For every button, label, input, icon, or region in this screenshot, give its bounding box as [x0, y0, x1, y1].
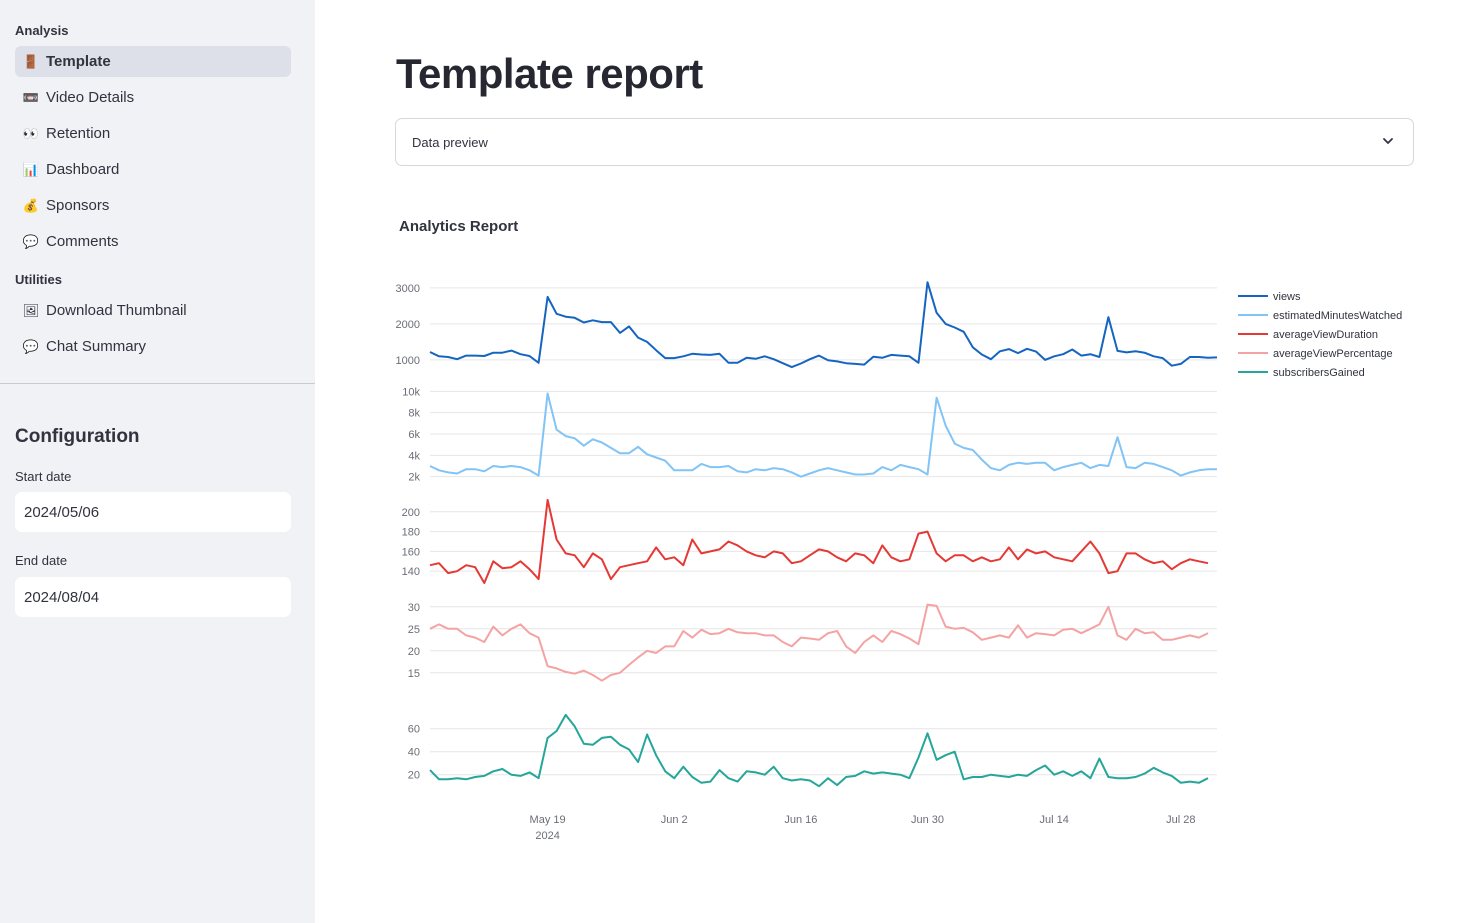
expander-label: Data preview	[412, 134, 488, 150]
sidebar-item-label: Comments	[46, 233, 119, 250]
configuration-heading: Configuration	[15, 426, 140, 447]
legend-label: views	[1273, 291, 1301, 303]
utilities-section-label: Utilities	[15, 272, 62, 287]
sidebar-item-chat-summary[interactable]: 💬 Chat Summary	[15, 331, 291, 362]
sidebar-item-template[interactable]: 🚪 Template	[15, 46, 291, 77]
eyes-icon: 👀	[22, 125, 40, 141]
chart-title: Analytics Report	[399, 218, 519, 235]
sidebar-item-label: Template	[46, 53, 111, 70]
y-tick-label: 8k	[408, 408, 420, 420]
y-tick-label: 200	[402, 507, 420, 519]
speech-balloon-icon: 💬	[22, 338, 40, 354]
sidebar-item-label: Video Details	[46, 89, 135, 106]
framed-picture-icon: 🖼	[22, 302, 40, 318]
sidebar-item-label: Chat Summary	[46, 338, 147, 355]
sidebar-item-label: Retention	[46, 125, 111, 142]
chevron-down-icon	[1381, 134, 1395, 151]
bar-chart-icon: 📊	[22, 161, 40, 177]
sidebar-divider	[0, 383, 315, 384]
y-tick-label: 10k	[402, 386, 420, 398]
y-tick-label: 6k	[408, 429, 420, 441]
y-tick-label: 2000	[396, 319, 420, 331]
sidebar-item-retention[interactable]: 👀 Retention	[15, 118, 291, 149]
y-tick-label: 40	[408, 747, 420, 759]
analysis-section-label: Analysis	[15, 23, 69, 38]
sidebar-item-label: Dashboard	[46, 161, 120, 178]
x-tick-label: Jun 2	[661, 814, 688, 826]
legend-label: averageViewDuration	[1273, 329, 1378, 341]
y-tick-label: 160	[402, 546, 420, 558]
sidebar-item-label: Sponsors	[46, 197, 110, 214]
sidebar: Analysis 🚪 Template 📼 Video Details 👀 Re…	[0, 0, 315, 923]
series-line-estimatedMinutesWatched	[429, 392, 1217, 478]
series-line-averageViewDuration	[429, 498, 1209, 584]
series-line-views	[429, 281, 1218, 369]
y-tick-label: 3000	[396, 283, 420, 295]
y-tick-label: 4k	[408, 450, 420, 462]
end-date-label: End date	[15, 553, 68, 568]
y-tick-label: 30	[408, 602, 420, 614]
sidebar-item-sponsors[interactable]: 💰 Sponsors	[15, 190, 291, 221]
y-tick-label: 20	[408, 646, 420, 658]
y-tick-label: 180	[402, 527, 420, 539]
page-title: Template report	[396, 50, 703, 97]
data-preview-expander[interactable]: Data preview	[395, 118, 1414, 166]
y-tick-label: 20	[408, 770, 420, 782]
sidebar-item-label: Download Thumbnail	[46, 302, 187, 319]
x-year-label: 2024	[535, 830, 559, 842]
legend-label: averageViewPercentage	[1273, 348, 1393, 360]
door-icon: 🚪	[22, 53, 40, 69]
x-tick-label: Jul 14	[1039, 814, 1068, 826]
x-tick-label: Jun 30	[911, 814, 944, 826]
legend-label: subscribersGained	[1273, 367, 1365, 379]
speech-balloon-icon: 💬	[22, 233, 40, 249]
sidebar-item-comments[interactable]: 💬 Comments	[15, 226, 291, 257]
y-tick-label: 60	[408, 724, 420, 736]
end-date-input[interactable]	[15, 577, 291, 617]
money-bag-icon: 💰	[22, 197, 40, 213]
legend-label: estimatedMinutesWatched	[1273, 310, 1402, 322]
y-tick-label: 140	[402, 566, 420, 578]
analytics-chart: 1000200030002k4k6k8k10k14016018020015202…	[396, 281, 1402, 842]
x-tick-label: Jun 16	[784, 814, 817, 826]
y-tick-label: 15	[408, 668, 420, 680]
videocassette-icon: 📼	[22, 89, 40, 105]
y-tick-label: 25	[408, 624, 420, 636]
series-line-averageViewPercentage	[429, 603, 1209, 682]
sidebar-item-download-thumbnail[interactable]: 🖼 Download Thumbnail	[15, 295, 291, 326]
sidebar-item-dashboard[interactable]: 📊 Dashboard	[15, 154, 291, 185]
y-tick-label: 1000	[396, 355, 420, 367]
sidebar-item-video-details[interactable]: 📼 Video Details	[15, 82, 291, 113]
series-line-subscribersGained	[429, 713, 1209, 788]
x-tick-label: May 19	[530, 814, 566, 826]
x-tick-label: Jul 28	[1166, 814, 1195, 826]
start-date-label: Start date	[15, 469, 72, 484]
y-tick-label: 2k	[408, 472, 420, 484]
start-date-input[interactable]	[15, 492, 291, 532]
